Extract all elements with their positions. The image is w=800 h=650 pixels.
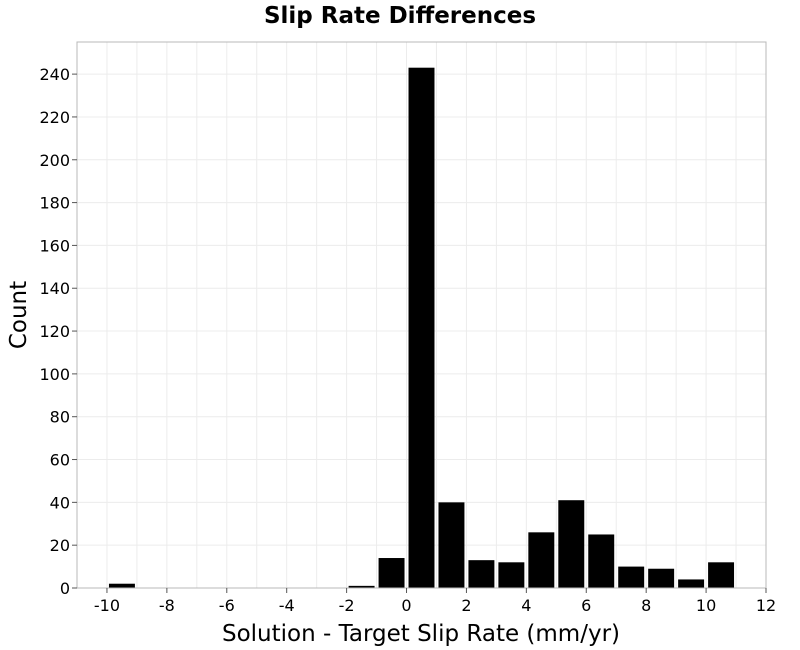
x-tick-label: 6 [581,596,591,615]
y-tick-label: 180 [39,194,70,213]
histogram-bar [108,583,135,588]
bars [108,67,735,589]
histogram-bar [408,67,435,589]
x-tick-label: 4 [521,596,531,615]
y-tick-label: 120 [39,322,70,341]
y-axis-label: Count [6,281,32,349]
x-axis-ticks: -10 -8 -6 -4 -2 0 2 4 6 8 10 12 [94,588,776,615]
x-tick-label: -4 [279,596,295,615]
histogram-bar [378,558,405,588]
x-tick-label: -2 [339,596,355,615]
histogram-bar [648,568,675,588]
histogram-bar [558,500,585,588]
x-tick-label: 12 [756,596,776,615]
y-tick-label: 60 [50,451,70,470]
x-tick-label: 0 [401,596,411,615]
y-tick-label: 40 [50,493,70,512]
y-tick-label: 200 [39,151,70,170]
x-tick-label: 2 [461,596,471,615]
x-tick-label: -6 [219,596,235,615]
y-tick-label: 100 [39,365,70,384]
x-tick-label: -10 [94,596,120,615]
y-tick-label: 20 [50,536,70,555]
y-tick-label: 0 [60,579,70,598]
histogram-bar [348,585,375,588]
histogram-bar [588,534,615,588]
x-tick-label: 10 [696,596,716,615]
histogram-bar [618,566,645,588]
y-axis-ticks: 0 20 40 60 80 100 120 140 160 180 200 220 240 [39,65,77,598]
y-tick-label: 160 [39,236,70,255]
y-tick-label: 80 [50,408,70,427]
y-tick-label: 240 [39,65,70,84]
histogram-bar [498,562,525,588]
histogram-bar [468,560,495,588]
chart-title: Slip Rate Differences [264,3,536,29]
x-axis-label: Solution - Target Slip Rate (mm/yr) [222,621,620,647]
x-tick-label: 8 [641,596,651,615]
histogram-bar [438,502,465,588]
histogram-bar [678,579,705,588]
y-tick-label: 140 [39,279,70,298]
y-tick-label: 220 [39,108,70,127]
histogram-bar [528,532,555,588]
x-tick-label: -8 [159,596,175,615]
histogram-bar [708,562,735,588]
plot-frame [76,41,767,589]
